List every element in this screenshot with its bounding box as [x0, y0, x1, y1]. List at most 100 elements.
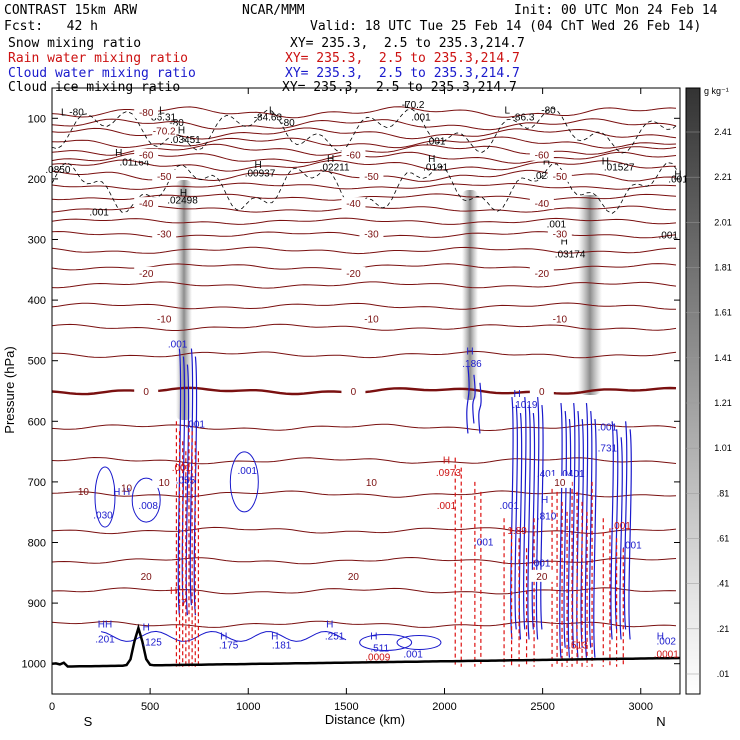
contour-annotation: -80 [541, 105, 556, 116]
cloud-water-contour [571, 403, 576, 648]
isotherm-line [51, 118, 677, 131]
contour-annotation: H [327, 154, 334, 165]
x-axis-label: Distance (km) [325, 712, 405, 727]
contour-annotation: .01527 [604, 162, 635, 173]
contour-annotation: H [180, 188, 187, 199]
cloud-water-contour [510, 397, 514, 640]
x-tick-label: 1500 [334, 701, 358, 713]
contour-annotation: 10 [78, 487, 90, 498]
colorbar-level-label: .21 [717, 624, 730, 634]
isotherm-label-bg [359, 227, 384, 240]
contour-annotation: H [513, 389, 520, 400]
y-tick-label: 600 [28, 416, 46, 428]
contour-annotation: H [326, 619, 333, 630]
contour-annotation: .513 [568, 641, 588, 652]
colorbar-ramp [685, 87, 701, 695]
isotherm-label-bg [359, 312, 384, 325]
colorbar-level-label: 1.81 [714, 263, 732, 273]
contour-annotation: -80 [280, 118, 295, 129]
terrain-surface-line [51, 623, 681, 668]
isotherm-label-bg [341, 569, 366, 582]
isotherm-label: 0 [539, 387, 545, 398]
contour-annotation: .001 [437, 501, 457, 512]
cloud-water-contour [593, 419, 597, 658]
cloud-water-contour [531, 413, 536, 630]
colorbar-level-label: 1.41 [714, 353, 732, 363]
isotherm-label: -60 [535, 151, 550, 162]
y-tick-label: 1000 [22, 659, 46, 671]
contour-annotation: H [170, 586, 177, 597]
isotherm-line [51, 456, 677, 465]
contour-annotation: H [657, 631, 664, 642]
isotherm-line [51, 246, 676, 255]
cloud-water-contour [535, 397, 540, 640]
contour-annotation: .186 [462, 359, 482, 370]
y-tick-label: 800 [28, 538, 46, 550]
contour-annotation: .055 [176, 476, 196, 487]
cloud-water-contour [523, 397, 527, 630]
colorbar-level-label: 1.61 [714, 308, 732, 318]
isotherm-label-bg [341, 266, 366, 279]
contour-annotation: .0850 [45, 165, 70, 176]
cloud-water-contour [588, 411, 593, 648]
contour-annotation: .0191 [423, 162, 448, 173]
rain-water-contour-layer [175, 421, 624, 667]
contour-annotation: .001 [658, 230, 678, 241]
isotherm-label: 0 [143, 387, 149, 398]
cloud-water-contour-layer [94, 348, 632, 658]
contour-annotation: L [61, 107, 67, 118]
legend-rain-xy: XY= 235.3, 2.5 to 235.3,214.7 [285, 51, 520, 66]
isotherm-label-bg [547, 475, 572, 488]
contour-annotation: -86.3 [512, 113, 535, 124]
y-axis-label: Pressure (hPa) [2, 346, 17, 433]
contour-annotation: H [123, 487, 130, 498]
y-tick-label: 900 [28, 598, 46, 610]
isotherm-label-bg [341, 148, 366, 161]
cloud-water-contour [628, 429, 632, 640]
contour-annotation: .201 [95, 634, 115, 645]
colorbar-level-label: 1.01 [714, 443, 732, 453]
isotherm-label-bg [134, 385, 159, 397]
cloud-water-contour [623, 421, 628, 630]
valid-time: Valid: 18 UTC Tue 25 Feb 14 (04 ChT Wed … [310, 19, 702, 34]
contour-annotation: .001 [186, 419, 206, 430]
legend-rain-label: Rain water mixing ratio [8, 51, 189, 66]
isotherm-line [51, 182, 677, 190]
colorbar: g kg⁻¹ 2.41 2.21 2.01 1.81 1.61 1.41 1.21 1.01.… [685, 86, 732, 695]
contour-annotation: .00937 [245, 168, 276, 179]
contour-annotation: .030 [93, 510, 113, 521]
contour-annotation: .001 [474, 538, 494, 549]
isotherm-line [51, 136, 677, 149]
contour-annotation: H [561, 236, 568, 247]
isotherm-label-bg [341, 197, 366, 210]
cloud-water-contour [610, 421, 614, 640]
contour-annotation: H [602, 156, 609, 167]
isotherm-line [51, 490, 677, 498]
isotherm-label: -40 [535, 199, 550, 210]
isotherm-label: -80 [139, 108, 154, 119]
isotherm-label: -30 [553, 229, 568, 240]
isotherm-label: 10 [366, 478, 378, 489]
ice-contour-upper [51, 107, 678, 154]
isotherm-label: -60 [139, 151, 154, 162]
contour-annotation: HH [98, 619, 112, 630]
cloud-water-contour [559, 403, 563, 658]
isotherm-label: -50 [157, 172, 172, 183]
contour-annotation: H [428, 154, 435, 165]
y-tick-label: 700 [28, 477, 46, 489]
contour-annotation: .001 [403, 650, 423, 661]
cloud-water-contour [472, 374, 476, 424]
contour-annotation: .731 [598, 444, 618, 455]
isotherm-label-bg [134, 266, 159, 279]
contour-annotation: -80 [169, 118, 184, 129]
contour-annotation: .1019 [512, 400, 537, 411]
model-title: CONTRAST 15km ARW [4, 3, 138, 18]
isotherm-label: -20 [535, 269, 550, 280]
isotherm-line [52, 351, 677, 359]
contour-annotation: H [143, 622, 150, 633]
y-tick-label: 400 [28, 295, 46, 307]
isotherm-label: -70.2 [153, 126, 176, 137]
cloud-water-contour [131, 477, 161, 523]
